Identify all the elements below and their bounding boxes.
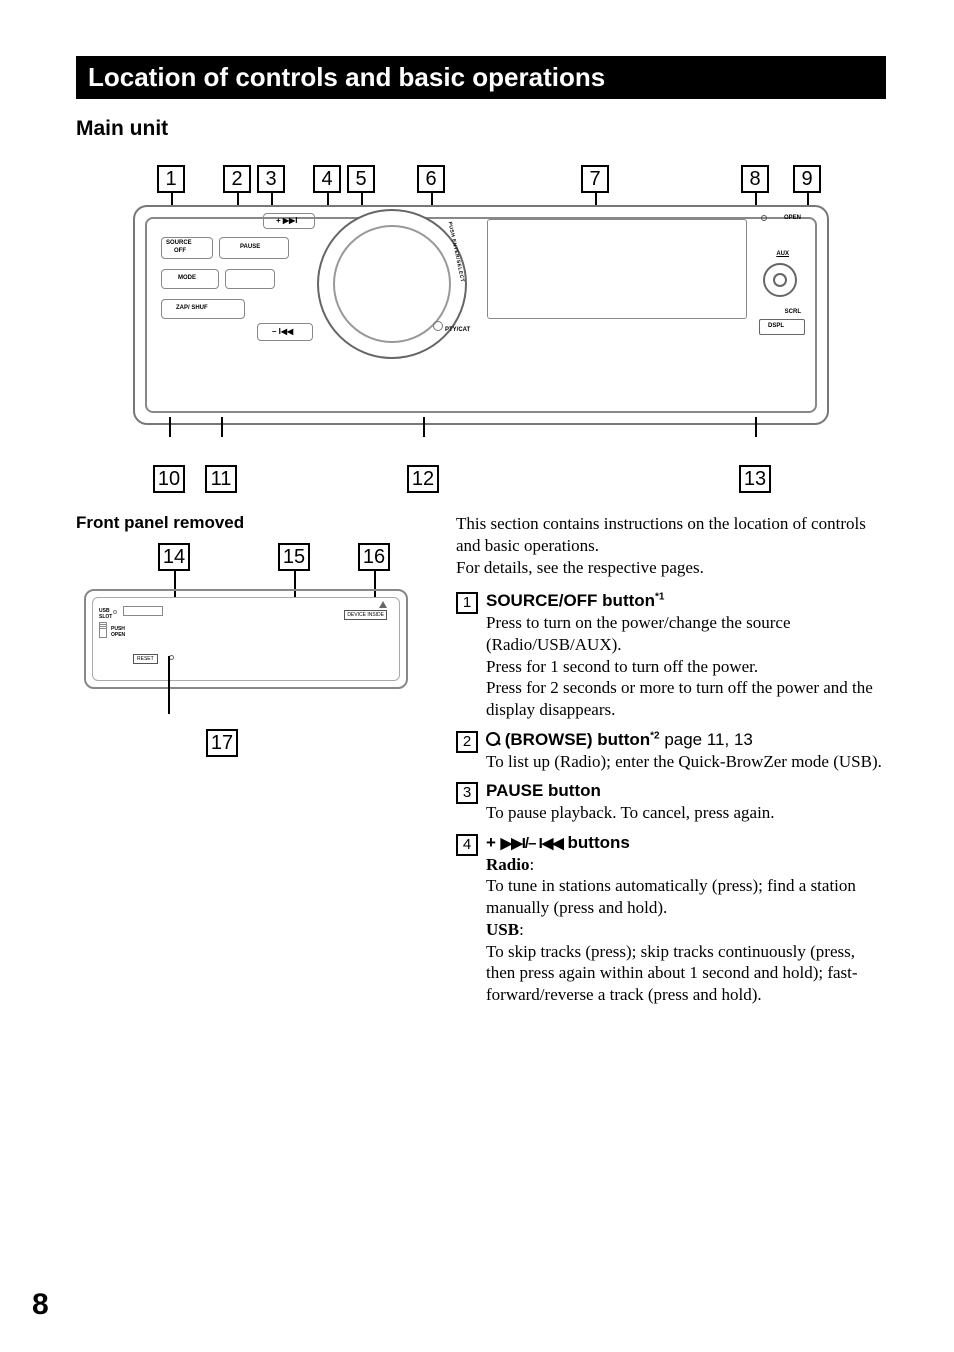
front-panel-diagram: 14 15 16 USB SLOT PUSH OPEN DEVICE INSIDE … — [76, 543, 416, 773]
label-reset: RESET — [133, 654, 158, 664]
label-off: OFF — [174, 248, 186, 255]
intro-line-2: For details, see the respective pages. — [456, 558, 704, 577]
intro-text: This section contains instructions on th… — [456, 513, 886, 578]
lower-section: Front panel removed 141516 USB SLOT PUSH… — [76, 513, 886, 1006]
item-desc-1: Press to turn on the power/change the so… — [486, 612, 886, 721]
callout-17: 17 — [206, 729, 238, 757]
usb-slot-icon — [123, 606, 163, 616]
button-prev: – I◀◀ — [257, 323, 313, 341]
leader-17 — [168, 656, 170, 714]
item-4: 4 + ▶▶I/– I◀◀ buttonsRadio:To tune in sta… — [456, 832, 886, 1006]
callout-6: 6 — [417, 165, 445, 193]
label-scrl: SCRL — [785, 309, 801, 315]
sub-heading: Main unit — [76, 117, 886, 141]
label-aux: AUX — [776, 251, 789, 257]
front-panel-body: USB SLOT PUSH OPEN DEVICE INSIDE RESET — [84, 589, 408, 689]
callout-4: 4 — [313, 165, 341, 193]
skip-icons: ▶▶I/– I◀◀ — [501, 835, 563, 852]
leader-10 — [169, 417, 171, 437]
callout-3: 3 — [257, 165, 285, 193]
item-num-3: 3 — [456, 782, 478, 804]
callout-10: 10 — [153, 465, 185, 493]
page-number: 8 — [32, 1288, 49, 1322]
label-source: SOURCE — [166, 240, 192, 247]
label-pause: PAUSE — [240, 244, 260, 251]
callout-1: 1 — [157, 165, 185, 193]
item-desc-2: To list up (Radio); enter the Quick-Brow… — [486, 751, 886, 773]
callout-7: 7 — [581, 165, 609, 193]
main-unit-diagram: 1 2345 6 7 89 SOURCE OFF PAUSE MODE ZAP/ SHU… — [121, 165, 841, 465]
label-open: OPEN — [784, 215, 801, 221]
label-mode: MODE — [178, 275, 196, 282]
stereo-inner-frame: SOURCE OFF PAUSE MODE ZAP/ SHUF – I◀◀ + … — [145, 217, 817, 413]
items-list: 1 SOURCE/OFF button*1Press to turn on the… — [456, 590, 886, 1006]
callout-16: 16 — [358, 543, 390, 571]
button-source-off: SOURCE OFF — [161, 237, 213, 259]
button-dspl: DSPL — [759, 319, 805, 335]
callout-11: 11 — [205, 465, 237, 493]
item-desc-3: To pause playback. To cancel, press agai… — [486, 802, 886, 824]
push-open-icon — [99, 622, 107, 638]
item-title-1: SOURCE/OFF button*1 — [486, 590, 886, 612]
slot-dot-icon — [113, 610, 117, 614]
callout-13: 13 — [739, 465, 771, 493]
label-zap-shuf: ZAP/ SHUF — [176, 305, 208, 312]
item-body-4: + ▶▶I/– I◀◀ buttonsRadio:To tune in stat… — [486, 832, 886, 1006]
callout-8: 8 — [741, 165, 769, 193]
item-title-4: + ▶▶I/– I◀◀ buttons — [486, 832, 886, 854]
front-panel-inner: USB SLOT PUSH OPEN DEVICE INSIDE RESET — [92, 597, 400, 681]
item-body-1: SOURCE/OFF button*1Press to turn on the … — [486, 590, 886, 721]
dot-marker — [433, 321, 443, 331]
label-usb-slot: USB SLOT — [99, 608, 112, 620]
display-window — [487, 219, 747, 319]
item-body-2: (BROWSE) button*2 page 11, 13To list up … — [486, 729, 886, 773]
intro-line-1: This section contains instructions on th… — [456, 514, 866, 555]
item-title-2: (BROWSE) button*2 page 11, 13 — [486, 729, 886, 751]
device-inside-arrow-icon — [379, 601, 387, 608]
label-push-open: PUSH OPEN — [111, 626, 125, 638]
button-next: + ▶▶I — [263, 213, 315, 229]
stereo-outline: SOURCE OFF PAUSE MODE ZAP/ SHUF – I◀◀ + … — [133, 205, 829, 425]
callout-15: 15 — [278, 543, 310, 571]
callout-14: 14 — [158, 543, 190, 571]
reset-hole-icon — [169, 655, 174, 660]
section-title-band: Location of controls and basic operation… — [76, 56, 886, 99]
left-column: Front panel removed 14 15 16 USB SLOT PUSH… — [76, 513, 426, 773]
item-num-4: 4 — [456, 834, 478, 856]
button-zap-shuf: ZAP/ SHUF — [161, 299, 245, 319]
prev-glyph: – I◀◀ — [272, 328, 293, 337]
item-3: 3 PAUSE buttonTo pause playback. To cance… — [456, 780, 886, 824]
volume-knob-outer — [317, 209, 467, 359]
open-led-icon — [761, 215, 767, 221]
browse-icon — [486, 732, 500, 746]
leader-13 — [755, 417, 757, 437]
item-num-1: 1 — [456, 592, 478, 614]
button-mode: MODE — [161, 269, 219, 289]
leader-12 — [423, 417, 425, 437]
item-2: 2 (BROWSE) button*2 page 11, 13To list u… — [456, 729, 886, 773]
callout-2: 2 — [223, 165, 251, 193]
button-pause: PAUSE — [219, 237, 289, 259]
right-column: This section contains instructions on th… — [456, 513, 886, 1006]
item-body-3: PAUSE buttonTo pause playback. To cancel… — [486, 780, 886, 824]
label-pty-cat: PTY/CAT — [445, 327, 470, 333]
item-num-2: 2 — [456, 731, 478, 753]
callout-12: 12 — [407, 465, 439, 493]
button-browse-small — [225, 269, 275, 289]
aux-jack — [763, 263, 797, 297]
label-device-inside: DEVICE INSIDE — [344, 610, 387, 620]
item-desc-4: Radio:To tune in stations automatically … — [486, 854, 886, 1006]
leader-11 — [221, 417, 223, 437]
item-1: 1 SOURCE/OFF button*1Press to turn on the… — [456, 590, 886, 721]
front-panel-heading: Front panel removed — [76, 513, 426, 533]
next-glyph: + ▶▶I — [276, 217, 297, 226]
callout-5: 5 — [347, 165, 375, 193]
item-title-3: PAUSE button — [486, 780, 886, 802]
aux-jack-inner — [773, 273, 787, 287]
callout-9: 9 — [793, 165, 821, 193]
label-dspl: DSPL — [768, 323, 784, 330]
